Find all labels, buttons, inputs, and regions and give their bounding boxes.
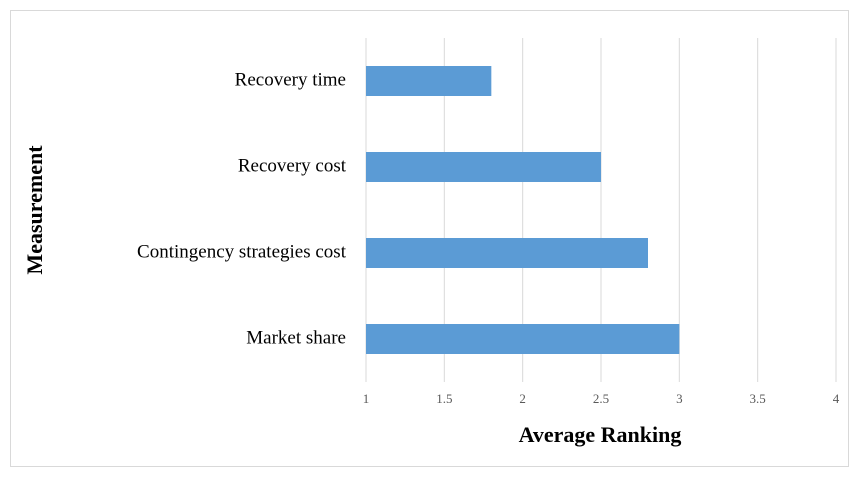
y-tick-label: Recovery time (235, 69, 346, 90)
x-axis-title: Average Ranking (519, 422, 682, 447)
y-tick-label: Contingency strategies cost (137, 241, 347, 262)
bar (366, 152, 601, 182)
x-tick-label: 2 (519, 391, 526, 406)
y-tick-label: Market share (246, 327, 346, 348)
x-tick-label: 1.5 (436, 391, 452, 406)
chart-border (10, 10, 849, 467)
x-tick-label: 2.5 (593, 391, 609, 406)
y-axis-title: Measurement (22, 145, 47, 275)
x-tick-label: 3 (676, 391, 683, 406)
x-tick-label: 4 (833, 391, 840, 406)
bar (366, 238, 648, 268)
y-tick-label: Recovery cost (238, 155, 347, 176)
x-tick-label: 1 (363, 391, 370, 406)
bar (366, 324, 680, 354)
x-tick-label: 3.5 (750, 391, 766, 406)
bar (366, 66, 492, 96)
